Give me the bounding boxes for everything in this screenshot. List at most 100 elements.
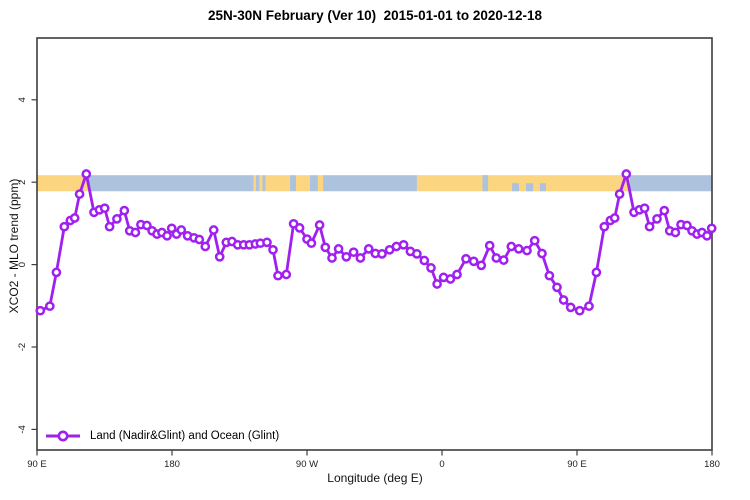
series-marker <box>333 244 344 254</box>
legend-series-icon <box>46 430 80 442</box>
series-marker <box>491 253 502 263</box>
series-marker <box>119 205 130 216</box>
series-marker <box>200 241 211 252</box>
series-marker <box>552 282 562 293</box>
series-marker <box>614 189 625 199</box>
surface-band-land-segment <box>253 175 256 192</box>
series-marker <box>81 169 92 179</box>
surface-band-ocean-segment <box>629 175 712 192</box>
series-marker <box>419 255 430 266</box>
y-axis-tick-label: -4 <box>17 425 28 433</box>
series-marker <box>327 253 337 263</box>
series-marker <box>262 237 272 248</box>
series-marker <box>363 244 374 254</box>
series-marker <box>130 227 141 238</box>
x-axis-label: Longitude (deg E) <box>327 471 423 485</box>
series-marker <box>281 269 292 280</box>
x-axis-tick-label: 90 E <box>567 459 587 470</box>
series-marker <box>498 255 509 265</box>
surface-band-land-segment <box>37 175 88 192</box>
surface-band-ocean-segment <box>290 175 297 192</box>
surface-band-ocean-segment <box>88 175 254 192</box>
series-marker <box>659 205 670 216</box>
series-marker <box>522 245 532 256</box>
series-marker <box>214 251 225 262</box>
series-marker <box>99 203 110 214</box>
series-marker <box>432 279 442 289</box>
surface-band-ocean-fleck <box>539 183 546 192</box>
series-marker <box>104 221 115 232</box>
series-marker <box>208 225 219 235</box>
series-marker <box>584 301 594 312</box>
series-marker <box>306 238 317 249</box>
surface-band-land-segment <box>317 175 324 192</box>
chart-title: 25N-30N February (Ver 10) 2015-01-01 to … <box>208 8 542 23</box>
series-marker <box>574 305 585 316</box>
series-marker <box>484 240 495 251</box>
series-marker <box>506 241 517 252</box>
x-axis-tick-label: 0 <box>439 459 444 470</box>
surface-band-ocean-segment <box>262 175 266 192</box>
y-axis-tick-label: 0 <box>17 262 28 267</box>
series-marker <box>355 253 366 263</box>
series-marker <box>591 267 602 278</box>
series-marker <box>544 270 555 281</box>
series-marker <box>320 242 331 253</box>
series-marker <box>59 221 70 232</box>
series-marker <box>69 213 80 223</box>
surface-band-ocean-segment <box>310 175 318 192</box>
series-marker <box>445 274 456 284</box>
surface-band-ocean-segment <box>323 175 417 192</box>
series-marker <box>621 169 632 179</box>
series-marker <box>112 214 122 224</box>
series-marker <box>639 203 650 214</box>
surface-band-land-segment <box>416 175 630 192</box>
series-marker <box>426 263 436 273</box>
series-marker <box>194 234 205 245</box>
series-marker <box>35 305 46 316</box>
y-axis-tick-label: -2 <box>17 343 28 351</box>
series-marker <box>166 223 177 234</box>
series-marker <box>452 269 462 280</box>
series-marker <box>176 225 187 235</box>
series-marker <box>348 247 359 258</box>
series-marker <box>706 223 717 234</box>
series-marker <box>398 239 409 250</box>
y-axis-label: XCO2 - MLO trend (ppm) <box>7 178 21 314</box>
surface-band-land-segment <box>265 175 291 192</box>
plot-frame <box>36 37 713 451</box>
series-marker <box>314 220 325 230</box>
series-marker <box>537 248 547 259</box>
surface-band-land-segment <box>259 175 263 192</box>
legend: Land (Nadir&Glint) and Ocean (Glint) <box>45 429 279 443</box>
series-marker <box>377 249 387 259</box>
y-axis-tick-label: 2 <box>17 180 28 185</box>
series-marker <box>644 221 655 232</box>
x-axis-tick-label: 180 <box>704 459 720 470</box>
series-marker <box>162 230 172 241</box>
series-marker <box>461 253 471 264</box>
series-marker <box>273 270 283 281</box>
surface-band-ocean-fleck <box>512 183 519 192</box>
series-marker <box>599 221 610 232</box>
series-marker <box>565 302 576 313</box>
series-marker <box>652 214 662 224</box>
series-marker <box>609 213 620 223</box>
series-marker <box>529 235 540 246</box>
series-marker <box>142 220 152 231</box>
surface-band-ocean-segment <box>256 175 260 192</box>
surface-band-ocean-fleck <box>526 183 534 192</box>
series-marker <box>670 227 681 238</box>
legend-label: Land (Nadir&Glint) and Ocean (Glint) <box>90 430 280 442</box>
series-marker <box>51 267 62 278</box>
series-marker <box>513 244 524 254</box>
series-marker <box>44 301 55 312</box>
x-axis-tick-label: 180 <box>164 459 180 470</box>
series-line <box>39 172 713 313</box>
series-marker <box>476 260 487 271</box>
y-axis-tick-label: 4 <box>17 97 28 102</box>
series-marker <box>268 244 278 255</box>
x-axis-tick-label: 90 E <box>27 459 47 470</box>
